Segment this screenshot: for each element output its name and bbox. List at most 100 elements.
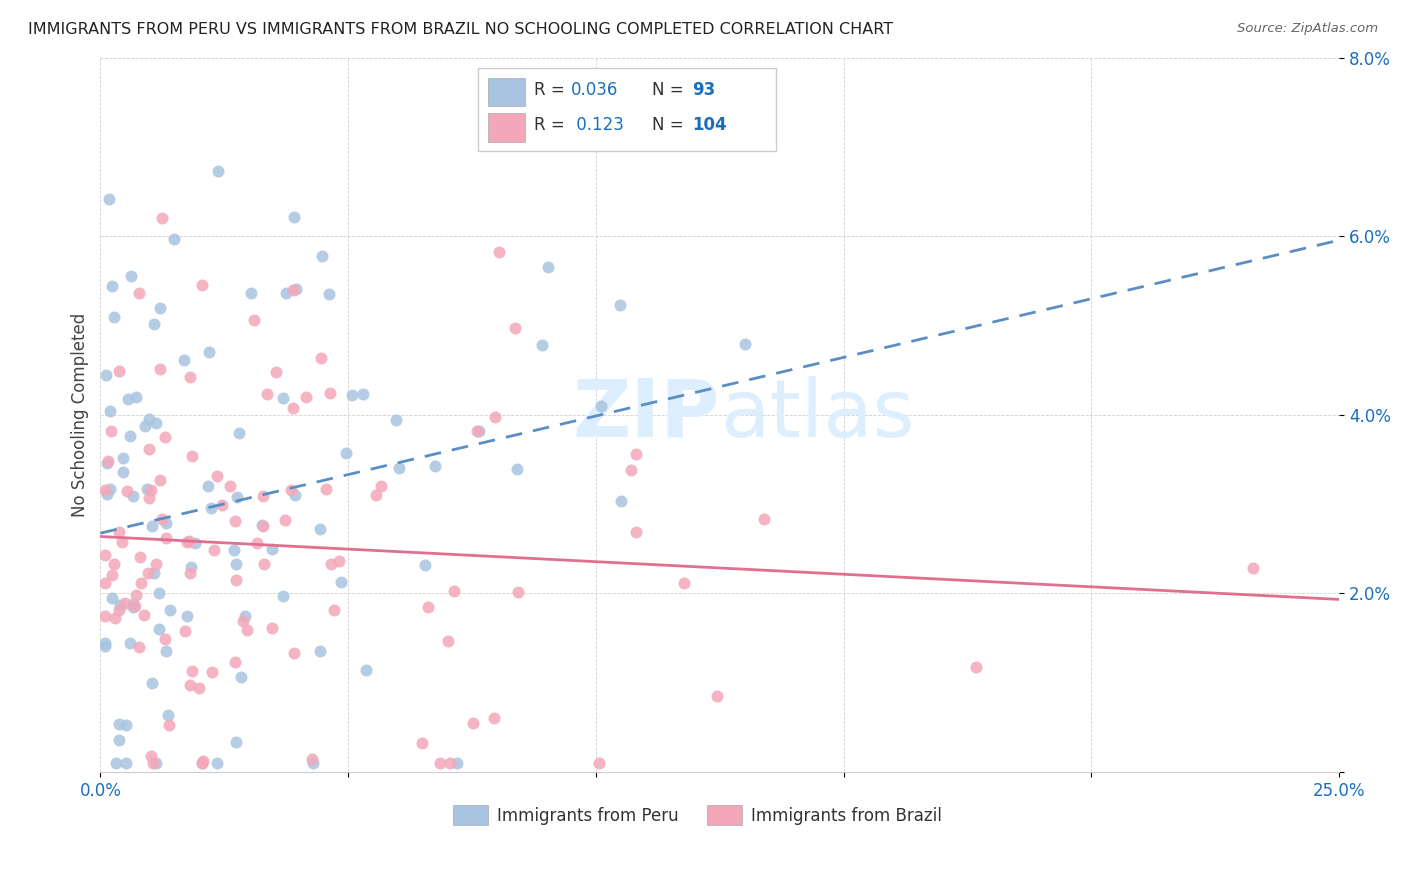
Point — [318, 287, 340, 301]
Point — [184, 536, 207, 550]
Point — [157, 718, 180, 732]
Point — [132, 608, 155, 623]
Point — [162, 231, 184, 245]
Point — [283, 646, 305, 660]
Point — [205, 468, 228, 483]
Point — [136, 566, 159, 580]
Point — [301, 752, 323, 766]
Point — [285, 282, 308, 296]
Point — [176, 609, 198, 624]
Point — [141, 676, 163, 690]
Text: 104: 104 — [693, 116, 727, 134]
Text: Immigrants from Peru: Immigrants from Peru — [496, 807, 679, 825]
Point — [253, 557, 276, 571]
Point — [322, 602, 344, 616]
Point — [370, 479, 392, 493]
Point — [191, 756, 214, 770]
Point — [103, 310, 125, 325]
FancyBboxPatch shape — [478, 69, 776, 151]
Point — [128, 640, 150, 655]
Point — [148, 585, 170, 599]
Point — [141, 483, 163, 497]
Point — [129, 576, 152, 591]
Point — [108, 732, 131, 747]
Point — [201, 665, 224, 680]
Point — [180, 559, 202, 574]
Point — [232, 614, 254, 628]
Point — [1241, 561, 1264, 575]
Point — [250, 517, 273, 532]
Point — [284, 488, 307, 502]
Point — [143, 317, 166, 331]
Point — [101, 279, 124, 293]
Point — [173, 624, 195, 638]
Bar — [488, 113, 526, 142]
Point — [235, 609, 257, 624]
Point — [672, 576, 695, 591]
Point — [153, 632, 176, 646]
Point — [121, 489, 143, 503]
Bar — [707, 805, 742, 825]
Point — [274, 286, 297, 301]
Point — [484, 410, 506, 425]
Point — [125, 588, 148, 602]
Point — [111, 451, 134, 466]
Point — [439, 756, 461, 770]
Point — [319, 386, 342, 401]
Point — [226, 490, 249, 504]
Point — [200, 500, 222, 515]
Point — [94, 483, 117, 498]
Text: Immigrants from Brazil: Immigrants from Brazil — [751, 807, 942, 825]
Point — [273, 392, 295, 406]
Point — [211, 499, 233, 513]
Point — [150, 512, 173, 526]
Point — [202, 543, 225, 558]
Point — [274, 513, 297, 527]
Point — [218, 478, 240, 492]
Point — [145, 417, 167, 431]
Point — [309, 351, 332, 365]
Point — [197, 478, 219, 492]
Point — [224, 514, 246, 528]
Point — [706, 690, 728, 704]
Point — [364, 488, 387, 502]
Point — [354, 664, 377, 678]
Point — [108, 525, 131, 540]
Text: N =: N = — [651, 116, 689, 134]
Point — [224, 655, 246, 669]
Text: R =: R = — [534, 81, 569, 99]
Point — [138, 491, 160, 506]
Point — [120, 268, 142, 283]
Point — [388, 460, 411, 475]
Point — [98, 482, 121, 496]
Point — [159, 603, 181, 617]
Point — [411, 736, 433, 750]
Point — [205, 756, 228, 770]
Point — [157, 707, 180, 722]
Point — [179, 370, 201, 384]
Point — [280, 483, 302, 497]
Point — [136, 482, 159, 496]
Point — [138, 442, 160, 457]
Point — [443, 583, 465, 598]
Point — [446, 756, 468, 770]
Point — [120, 428, 142, 442]
Point — [94, 636, 117, 650]
Text: 0.123: 0.123 — [571, 116, 624, 134]
Point — [155, 516, 177, 530]
Point — [295, 390, 318, 404]
Point — [965, 659, 987, 673]
Point — [752, 511, 775, 525]
Point — [191, 756, 214, 770]
Point — [309, 522, 332, 536]
Point — [271, 589, 294, 603]
Point — [181, 664, 204, 678]
Point — [100, 568, 122, 582]
Point — [281, 284, 304, 298]
Point — [111, 465, 134, 479]
Point — [191, 277, 214, 292]
Point — [155, 532, 177, 546]
Point — [150, 211, 173, 226]
Point — [506, 462, 529, 476]
Point — [181, 450, 204, 464]
